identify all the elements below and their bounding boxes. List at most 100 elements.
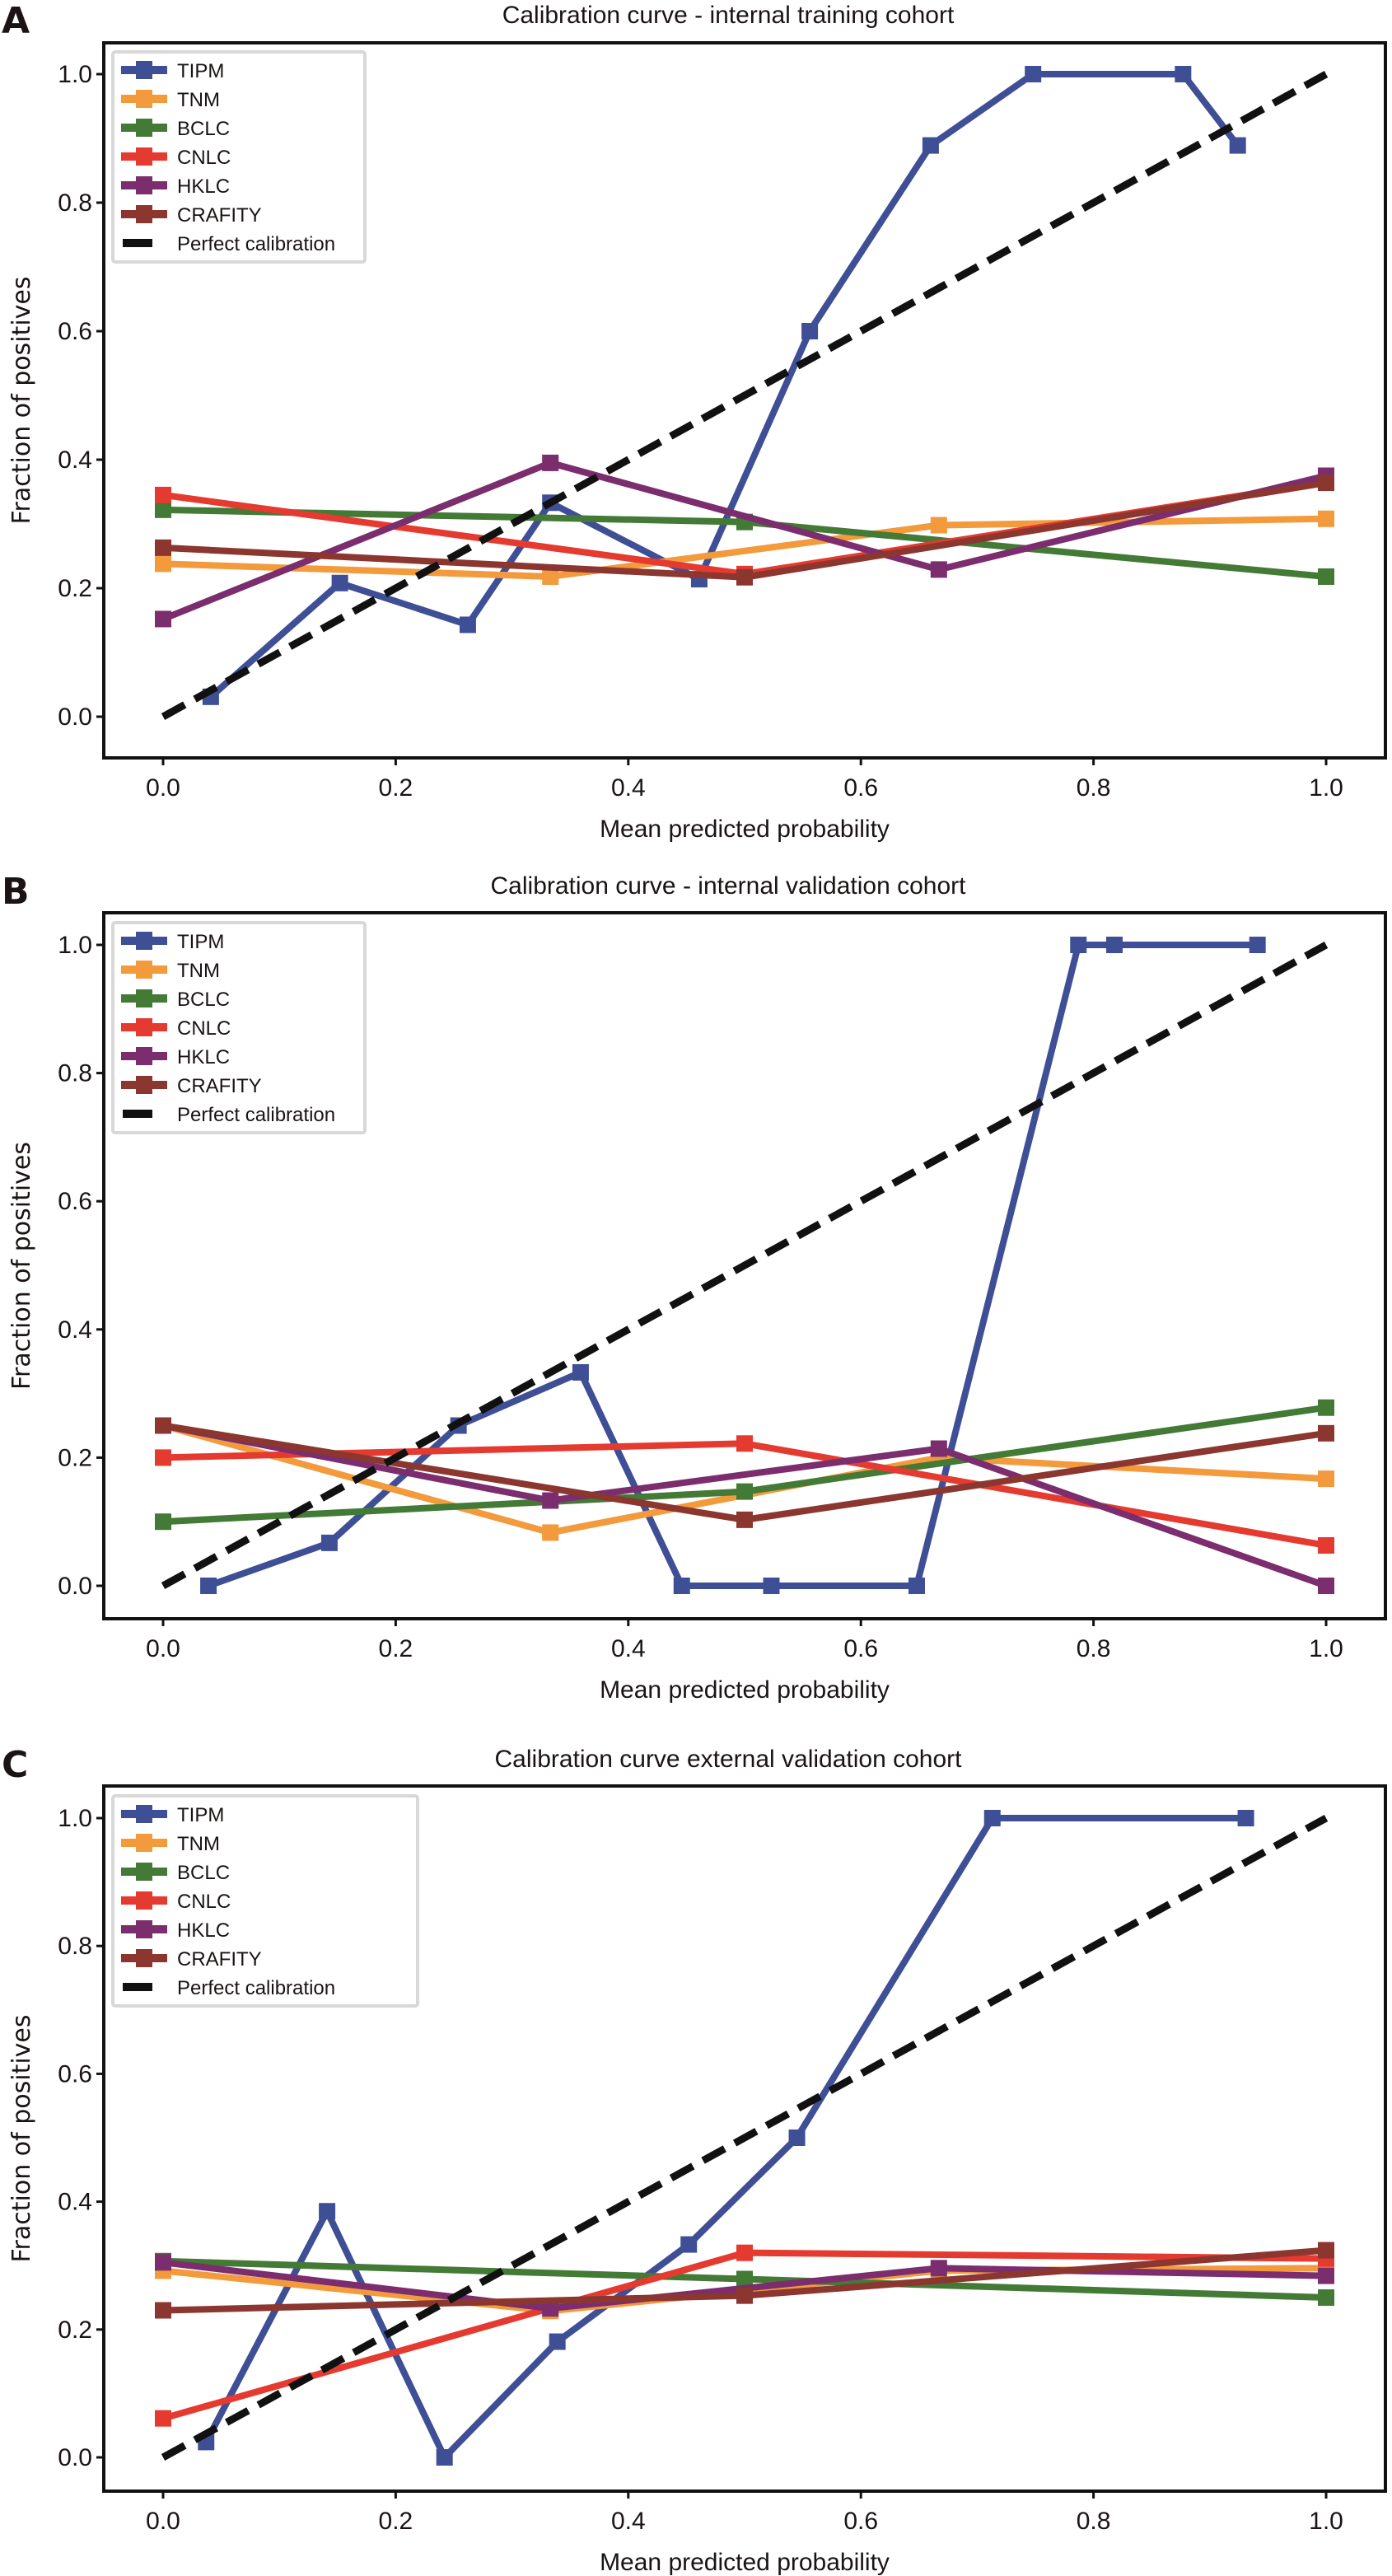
data-point-marker [542,1524,559,1541]
legend-item: CRAFITY [121,1075,262,1097]
x-tick-label: 0.6 [843,774,878,802]
data-point-marker [436,2449,453,2466]
series-tipm [200,937,1266,1594]
chart-panel-b: B Calibration curve - internal validation… [2,871,1387,1704]
series-bclc [155,1399,1334,1531]
legend-swatch-marker [136,961,152,979]
data-point-marker [1318,2267,1334,2284]
x-tick-label: 0.8 [1077,774,1111,802]
data-point-marker [763,1578,780,1594]
legend-box [111,1794,419,2008]
data-point-marker [572,1363,589,1381]
y-tick-label: 0.2 [58,575,92,602]
data-point-marker [1318,1470,1334,1488]
legend-label: Perfect calibration [177,233,335,255]
data-point-marker [1318,568,1334,585]
x-tick-label: 0.0 [146,774,180,802]
y-tick-label: 0.8 [58,1060,92,1087]
y-tick-label: 1.0 [58,1805,92,1832]
legend-swatch-dashed [123,239,152,247]
data-point-marker [155,486,171,503]
legend-swatch-marker [136,1834,152,1852]
data-point-marker [736,1435,753,1452]
data-point-marker [155,1449,171,1466]
data-point-marker [736,568,753,586]
legend-swatch-marker [136,61,152,79]
series-perfect-calibration [161,942,1329,1589]
legend-item: HKLC [121,1046,230,1068]
perfect-calibration-line [161,71,1329,720]
chart-panel-a: A Calibration curve - internal training c… [2,0,1387,843]
data-point-marker [1318,2242,1334,2259]
legend-swatch-marker [136,1047,152,1065]
legend-label: TIPM [177,931,224,953]
data-point-marker [155,501,171,518]
x-axis-label: Mean predicted probability [600,1676,890,1704]
legend-swatch-marker [136,932,152,950]
legend-label: CRAFITY [177,204,262,227]
perfect-calibration-line [161,1815,1329,2461]
legend-label: HKLC [177,175,230,198]
data-point-marker [673,1578,690,1594]
y-tick-label: 1.0 [58,61,92,88]
legend-item: CNLC [121,1891,231,1913]
chart-title: Calibration curve - internal validation … [491,872,967,900]
y-tick-label: 0.2 [58,1444,92,1471]
data-point-marker [736,1483,753,1500]
series-line [161,459,1327,623]
data-point-marker [1318,1399,1334,1416]
legend-item: HKLC [121,175,230,198]
legend-item: TIPM [121,931,224,953]
plot-frame [102,1784,1387,2493]
series-line [203,1815,1246,2461]
data-point-marker [155,2302,171,2319]
legend-label: CRAFITY [177,1948,262,1971]
data-point-marker [736,2287,753,2304]
x-tick-label: 1.0 [1309,774,1343,802]
legend-swatch-marker [136,1920,152,1938]
data-point-marker [736,2244,753,2261]
x-tick-label: 0.4 [611,1635,646,1662]
data-point-marker [1318,1578,1334,1594]
legend-item: TNM [121,89,220,111]
y-axis-label: Fraction of positives [7,1142,36,1390]
data-point-marker [155,1513,171,1531]
x-axis-label: Mean predicted probability [600,816,890,843]
legend-label: Perfect calibration [177,1977,335,1999]
y-tick-label: 0.8 [58,1933,92,1960]
y-tick-label: 0.4 [58,1316,92,1344]
legend-label: TNM [177,89,220,111]
legend-swatch-dashed [123,1110,152,1118]
data-point-marker [200,1578,217,1594]
data-point-marker [1175,66,1192,82]
legend-item: TNM [121,960,220,982]
legend-item: TIPM [121,60,224,82]
legend-item: TNM [121,1833,220,1855]
data-point-marker [922,137,939,154]
data-point-marker [155,555,171,573]
legend: TIPM TNM BCLC CNLC HKLC CRAFITY Perfect calibr… [111,50,367,264]
y-tick-label: 0.0 [58,1573,92,1600]
x-tick-label: 0.8 [1077,2508,1111,2535]
series-perfect-calibration [161,1815,1329,2461]
data-point-marker [542,568,559,585]
data-point-marker [930,2260,947,2277]
legend: TIPM TNM BCLC CNLC HKLC CRAFITY Perfect calibr… [111,921,367,1134]
series-crafity [155,1417,1334,1528]
legend-item: Perfect calibration [123,1977,335,1999]
data-point-marker [155,539,171,556]
data-point-marker [1106,937,1123,953]
x-tick-label: 1.0 [1309,1635,1343,1662]
legend-label: HKLC [177,1919,230,1942]
series-perfect-calibration [161,71,1329,720]
series-line [207,942,1258,1589]
data-point-marker [801,323,819,339]
legend-swatch-marker [136,176,152,194]
panel-letter: C [2,1744,28,1786]
data-point-marker [1318,510,1334,527]
data-point-marker [1237,1810,1254,1826]
legend-swatch-marker [136,1076,152,1094]
y-tick-label: 0.8 [58,189,92,217]
series-crafity [155,475,1334,586]
